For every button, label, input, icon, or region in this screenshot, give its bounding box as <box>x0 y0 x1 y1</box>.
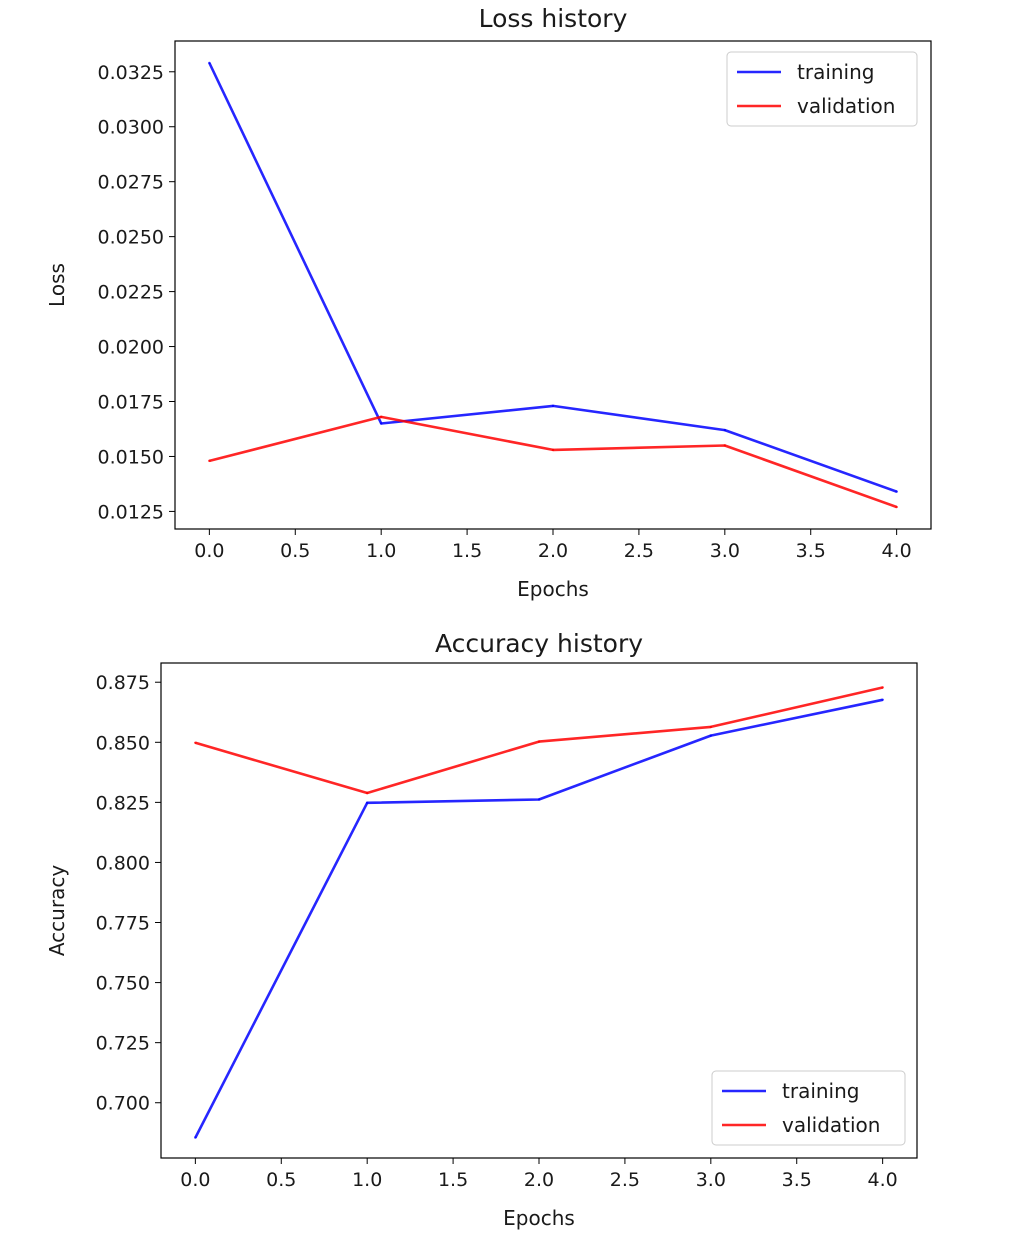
legend-label-validation: validation <box>782 1113 880 1137</box>
x-tick-label: 4.0 <box>868 1169 898 1191</box>
y-tick-label: 0.750 <box>96 973 150 995</box>
x-axis-label: Epochs <box>517 577 589 601</box>
data-point-validation <box>709 725 713 729</box>
y-axis-label: Accuracy <box>45 865 69 956</box>
x-tick-label: 0.5 <box>266 1169 296 1191</box>
x-tick-label: 4.0 <box>882 540 912 562</box>
y-tick-label: 0.0250 <box>98 227 164 249</box>
y-tick-label: 0.0325 <box>98 62 164 84</box>
data-point-training <box>208 61 211 65</box>
x-tick-label: 2.0 <box>524 1169 554 1191</box>
x-tick-label: 1.5 <box>452 540 482 562</box>
y-tick-label: 0.0150 <box>98 446 164 468</box>
x-tick-label: 3.0 <box>710 540 740 562</box>
x-tick-label: 1.0 <box>352 1169 382 1191</box>
data-point-validation <box>723 444 727 447</box>
series-line-validation <box>209 415 898 509</box>
x-tick-label: 3.5 <box>796 540 826 562</box>
x-tick-label: 1.5 <box>438 1169 468 1191</box>
x-tick-label: 3.5 <box>782 1169 812 1191</box>
series-line-training <box>208 62 898 493</box>
y-tick-label: 0.725 <box>96 1033 150 1055</box>
chart-title: Accuracy history <box>435 629 643 658</box>
data-point-training <box>895 490 898 493</box>
y-tick-label: 0.0175 <box>98 392 164 414</box>
y-axis-label: Loss <box>45 263 69 307</box>
x-tick-label: 2.5 <box>610 1169 640 1191</box>
data-point-validation <box>895 505 898 509</box>
data-point-training <box>365 801 369 805</box>
data-point-training <box>551 404 555 408</box>
series-line-validation <box>195 686 883 795</box>
y-tick-label: 0.825 <box>96 792 150 814</box>
y-tick-label: 0.0275 <box>98 172 164 194</box>
x-tick-label: 0.0 <box>194 540 224 562</box>
x-tick-label: 2.0 <box>538 540 568 562</box>
chart-title: Loss history <box>479 4 628 33</box>
x-tick-label: 2.5 <box>624 540 654 562</box>
y-tick-label: 0.875 <box>96 672 150 694</box>
legend-box <box>711 1070 906 1146</box>
legend: training validation <box>726 51 918 127</box>
y-tick-label: 0.0225 <box>98 282 164 304</box>
data-point-training <box>709 734 713 737</box>
x-axis-label: Epochs <box>503 1206 575 1230</box>
legend-label-training: training <box>782 1079 859 1103</box>
data-point-validation <box>881 686 884 689</box>
legend-label-training: training <box>797 60 874 84</box>
data-point-validation <box>365 791 369 795</box>
y-tick-label: 0.775 <box>96 913 150 935</box>
data-point-validation <box>537 740 541 743</box>
data-point-validation <box>194 741 197 744</box>
data-point-training <box>379 422 383 425</box>
data-point-training <box>881 698 884 701</box>
data-point-validation <box>208 459 211 463</box>
data-point-training <box>723 428 727 432</box>
y-tick-label: 0.0125 <box>98 501 164 523</box>
legend-label-validation: validation <box>797 94 895 118</box>
data-point-training <box>194 1136 197 1139</box>
data-point-validation <box>379 415 383 419</box>
y-tick-label: 0.0300 <box>98 117 164 139</box>
data-point-training <box>537 798 541 801</box>
legend: training validation <box>711 1070 906 1146</box>
y-tick-label: 0.700 <box>96 1093 150 1115</box>
accuracy-chart: Accuracy history 0.0 0.5 1.0 1.5 2.0 2.5 3.0 3.5… <box>45 629 918 1230</box>
data-point-validation <box>551 448 555 452</box>
y-tick-label: 0.850 <box>96 732 150 754</box>
x-tick-label: 0.0 <box>180 1169 210 1191</box>
x-tick-label: 1.0 <box>366 540 396 562</box>
legend-box <box>726 51 918 127</box>
x-tick-label: 0.5 <box>280 540 310 562</box>
x-tick-label: 3.0 <box>696 1169 726 1191</box>
y-tick-label: 0.800 <box>96 852 150 874</box>
y-tick-label: 0.0200 <box>98 337 164 359</box>
loss-chart: Loss history 0.0 0.5 1.0 1.5 2.0 2.5 3.0 3.5 4.0 0… <box>45 4 932 601</box>
